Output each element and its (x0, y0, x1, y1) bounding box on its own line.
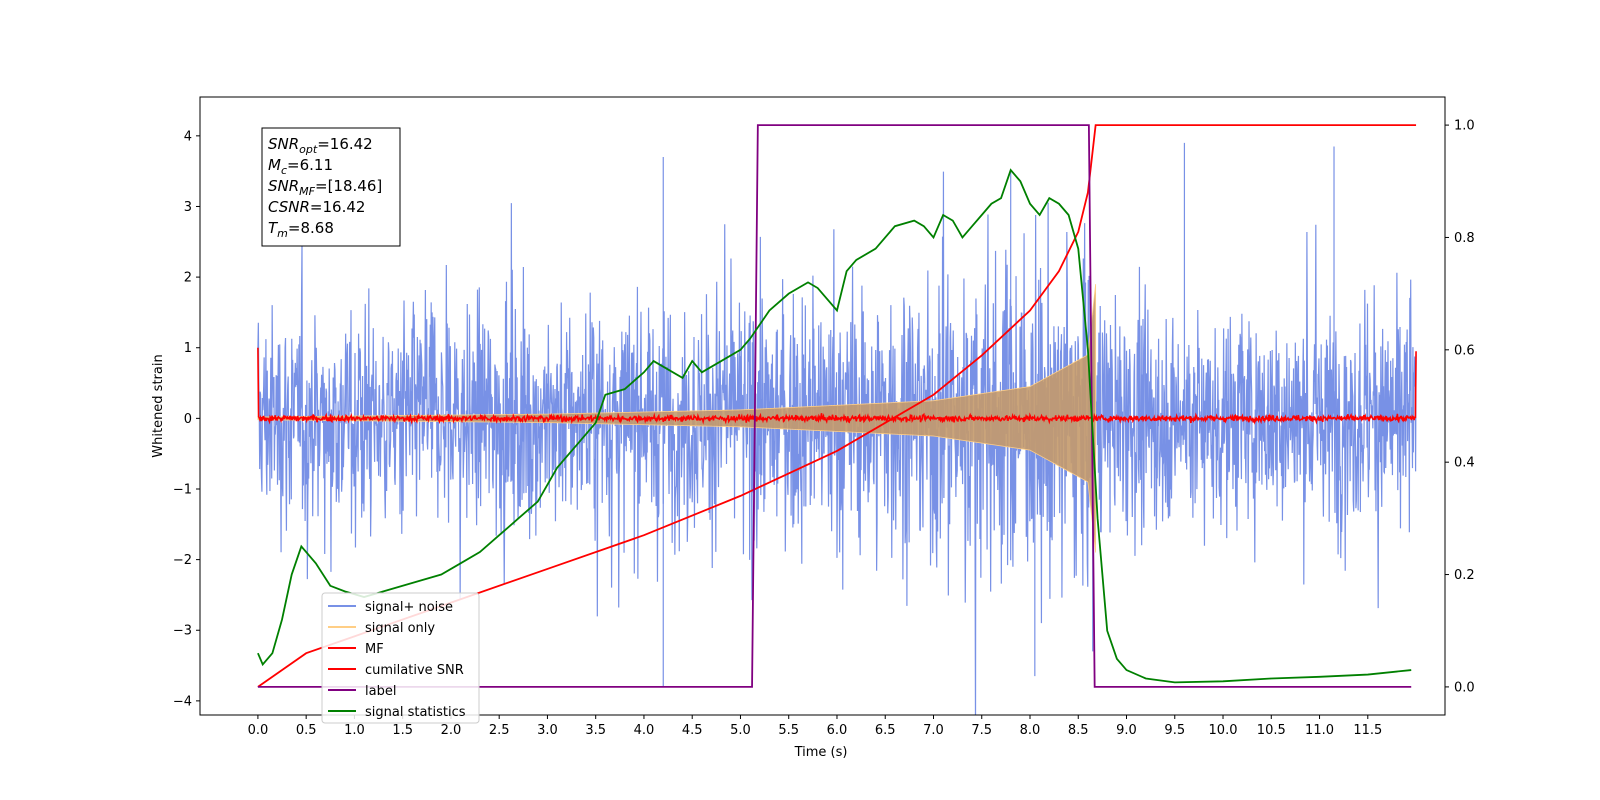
x-tick-label: 0.0 (248, 723, 269, 738)
x-tick-label: 8.0 (1020, 723, 1041, 738)
x-tick-label: 8.5 (1068, 723, 1089, 738)
x-tick-label: 4.5 (682, 723, 703, 738)
x-tick-label: 1.0 (344, 723, 365, 738)
legend-entry-label: label (365, 684, 396, 699)
axis-ticks: 0.0 0.5 1.0 1.5 2.0 2.5 3.0 3.5 4.0 4.5 5.0 5.5 6.0 6… (173, 119, 1475, 738)
series-label-line (257, 124, 1412, 688)
annotation-box-frame (261, 127, 401, 247)
annotation-line: SNRMF=[18.46] (268, 177, 382, 198)
x-tick-label: 2.0 (441, 723, 462, 738)
annotation-line: CSNR=16.42 (268, 198, 365, 216)
series-signal-noise-line (257, 171, 1417, 715)
y-tick-label: 4 (184, 129, 192, 144)
x-axis-label: Time (s) (794, 745, 848, 760)
x-tick-label: 10.0 (1209, 723, 1238, 738)
y2-tick-label: 0.0 (1454, 680, 1475, 695)
y-tick-label: 1 (184, 341, 192, 356)
x-tick-label: 5.5 (778, 723, 799, 738)
legend-frame (321, 592, 480, 724)
annotation-line: Mc=6.11 (268, 156, 333, 177)
legend-entry-label: signal+ noise (365, 600, 453, 615)
x-tick-label: 7.5 (971, 723, 992, 738)
y-tick-label: 3 (184, 200, 192, 215)
y-axis-label: Whitened strain (151, 354, 166, 457)
x-tick-label: 9.0 (1116, 723, 1137, 738)
legend-entry-label: MF (365, 642, 384, 657)
x-tick-label: 9.5 (1164, 723, 1185, 738)
annotation-line: SNRopt=16.42 (268, 135, 373, 156)
y2-tick-label: 0.8 (1454, 231, 1475, 246)
y-tick-label: −3 (173, 624, 192, 639)
x-tick-label: 7.0 (923, 723, 944, 738)
x-tick-label: 0.5 (296, 723, 317, 738)
legend: signal+ noise signal only MF cumilative SNR… (321, 592, 480, 724)
legend-entry-label: signal only (365, 621, 435, 636)
y-tick-label: −4 (173, 694, 192, 709)
x-tick-label: 6.0 (827, 723, 848, 738)
x-tick-label: 11.5 (1353, 723, 1382, 738)
y2-tick-label: 0.6 (1454, 343, 1475, 358)
x-tick-label: 3.5 (585, 723, 606, 738)
plot-area (257, 124, 1417, 715)
x-tick-label: 2.5 (489, 723, 510, 738)
y-tick-label: 0 (184, 412, 192, 427)
plot-frame (199, 96, 1446, 716)
y2-tick-label: 0.2 (1454, 568, 1475, 583)
x-tick-label: 10.5 (1257, 723, 1286, 738)
series-signal-statistics-line (257, 168, 1412, 684)
x-tick-label: 11.0 (1305, 723, 1334, 738)
series-mf-line (257, 347, 1417, 425)
legend-entry-label: cumilative SNR (365, 663, 464, 678)
y2-tick-label: 1.0 (1454, 119, 1475, 134)
stats-annotation-box: SNRopt=16.42Mc=6.11SNRMF=[18.46]CSNR=16.… (261, 127, 401, 247)
y-tick-label: 2 (184, 271, 192, 286)
x-tick-label: 5.0 (730, 723, 751, 738)
x-tick-label: 3.0 (537, 723, 558, 738)
y-tick-label: −2 (173, 553, 192, 568)
x-tick-label: 6.5 (875, 723, 896, 738)
x-tick-label: 1.5 (392, 723, 413, 738)
annotation-line: Tm=8.68 (268, 219, 334, 240)
x-tick-label: 4.0 (634, 723, 655, 738)
legend-entry-label: signal statistics (365, 705, 466, 720)
y2-tick-label: 0.4 (1454, 456, 1475, 471)
y-tick-label: −1 (173, 482, 192, 497)
